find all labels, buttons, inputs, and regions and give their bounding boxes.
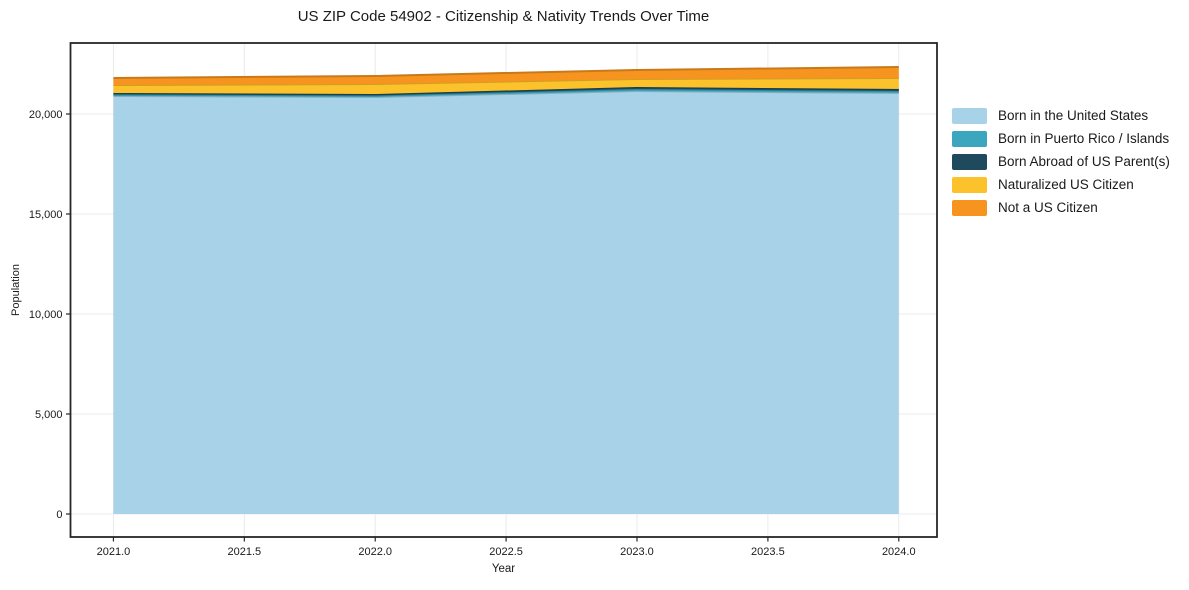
legend-item: Born in Puerto Rico / Islands [952, 127, 1170, 150]
legend-swatch [952, 153, 987, 170]
area-not-a-us-citizen [113, 67, 899, 85]
svg-text:2024.0: 2024.0 [882, 546, 916, 558]
chart-title: US ZIP Code 54902 - Citizenship & Nativi… [297, 8, 710, 25]
svg-text:2021.0: 2021.0 [97, 546, 131, 558]
svg-text:5,000: 5,000 [35, 409, 63, 421]
legend-swatch [952, 199, 987, 216]
legend-swatch [952, 176, 987, 193]
area-naturalized-us-citizen [113, 78, 899, 94]
svg-text:2021.5: 2021.5 [227, 546, 261, 558]
legend-label: Born Abroad of US Parent(s) [998, 154, 1170, 169]
legend: Born in the United States Born in Puerto … [952, 104, 1170, 219]
y-axis-label: Population [10, 264, 22, 316]
legend-swatch [952, 107, 987, 124]
legend-label: Born in the United States [998, 108, 1149, 123]
svg-text:15,000: 15,000 [29, 209, 63, 221]
legend-label: Not a US Citizen [998, 200, 1098, 215]
legend-label: Born in Puerto Rico / Islands [998, 131, 1170, 146]
svg-text:10,000: 10,000 [29, 309, 63, 321]
svg-text:2023.5: 2023.5 [751, 546, 785, 558]
svg-text:2022.0: 2022.0 [358, 546, 392, 558]
legend-item: Born in the United States [952, 104, 1170, 127]
area-born-in-the-united-states [113, 91, 899, 514]
x-axis-label: Year [491, 563, 516, 575]
legend-label: Naturalized US Citizen [998, 177, 1134, 192]
legend-item: Not a US Citizen [952, 196, 1170, 219]
svg-text:2023.0: 2023.0 [620, 546, 654, 558]
svg-text:2022.5: 2022.5 [489, 546, 523, 558]
legend-swatch [952, 130, 987, 147]
legend-item: Born Abroad of US Parent(s) [952, 150, 1170, 173]
svg-text:0: 0 [56, 509, 62, 521]
legend-item: Naturalized US Citizen [952, 173, 1170, 196]
svg-text:20,000: 20,000 [29, 109, 63, 121]
